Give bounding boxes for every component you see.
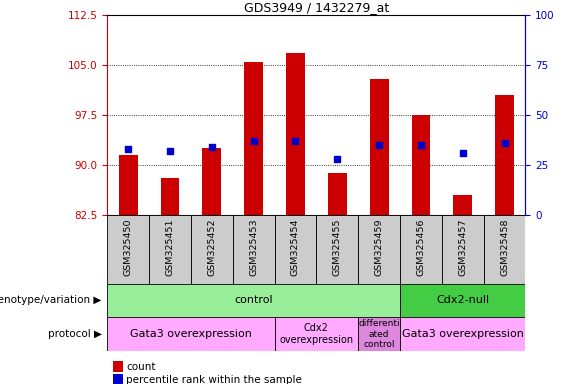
Bar	[233, 215, 275, 284]
Text: GSM325459: GSM325459	[375, 218, 384, 276]
Bar	[411, 115, 431, 215]
Text: Gata3 overexpression: Gata3 overexpression	[402, 329, 524, 339]
Bar	[328, 173, 347, 215]
Bar	[107, 284, 400, 317]
Bar	[119, 155, 138, 215]
Bar	[107, 215, 149, 284]
Text: Cdx2-null: Cdx2-null	[436, 295, 489, 306]
Bar	[191, 215, 233, 284]
Bar	[149, 215, 191, 284]
Text: GSM325450: GSM325450	[124, 218, 133, 276]
Point	[333, 156, 342, 162]
Bar	[442, 215, 484, 284]
Bar	[370, 79, 389, 215]
Text: GSM325457: GSM325457	[458, 218, 467, 276]
Text: protocol ▶: protocol ▶	[47, 329, 102, 339]
Point	[416, 142, 425, 148]
Point	[166, 148, 175, 154]
Point	[375, 142, 384, 148]
Bar	[202, 149, 221, 215]
Bar	[400, 215, 442, 284]
Point	[291, 138, 300, 144]
Bar	[400, 284, 525, 317]
Text: GSM325451: GSM325451	[166, 218, 175, 276]
Bar	[358, 317, 400, 351]
Text: GSM325458: GSM325458	[500, 218, 509, 276]
Point	[207, 144, 216, 150]
Text: control: control	[234, 295, 273, 306]
Text: Gata3 overexpression: Gata3 overexpression	[130, 329, 252, 339]
Text: GSM325453: GSM325453	[249, 218, 258, 276]
Bar	[244, 62, 263, 215]
Bar	[400, 317, 525, 351]
Text: differenti
ated
control: differenti ated control	[358, 319, 400, 349]
Bar	[358, 215, 400, 284]
Bar	[107, 317, 275, 351]
Text: GSM325452: GSM325452	[207, 218, 216, 276]
Bar	[286, 53, 305, 215]
Text: GSM325454: GSM325454	[291, 218, 300, 276]
Bar	[275, 317, 358, 351]
Bar	[484, 215, 525, 284]
Point	[249, 138, 258, 144]
Bar	[453, 195, 472, 215]
Title: GDS3949 / 1432279_at: GDS3949 / 1432279_at	[244, 1, 389, 14]
Text: percentile rank within the sample: percentile rank within the sample	[126, 375, 302, 384]
Text: count: count	[126, 362, 155, 372]
Bar	[495, 95, 514, 215]
Text: GSM325455: GSM325455	[333, 218, 342, 276]
Point	[124, 146, 133, 152]
Text: Cdx2
overexpression: Cdx2 overexpression	[279, 323, 354, 345]
Bar	[160, 179, 180, 215]
Point	[500, 140, 509, 146]
Point	[458, 150, 467, 156]
Bar	[316, 215, 358, 284]
Bar	[275, 215, 316, 284]
Text: GSM325456: GSM325456	[416, 218, 425, 276]
Text: genotype/variation ▶: genotype/variation ▶	[0, 295, 102, 306]
